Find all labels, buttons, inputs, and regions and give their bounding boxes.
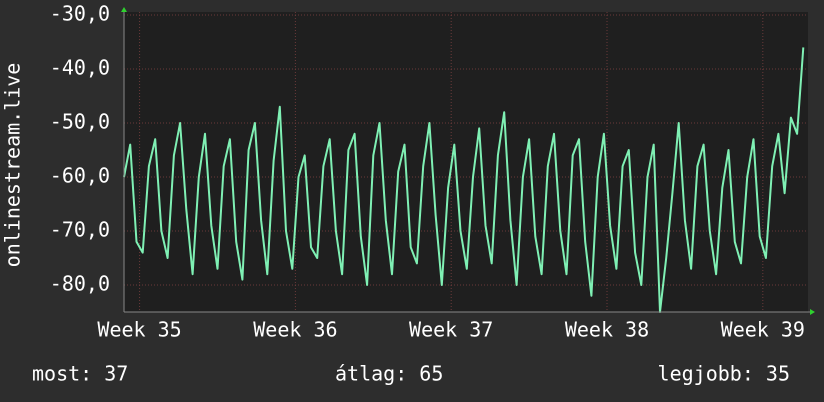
y-tick-label: -80,0: [50, 272, 110, 296]
y-arrow: [121, 7, 127, 12]
x-tick-label: Week 36: [253, 318, 337, 342]
y-tick-label: -70,0: [50, 218, 110, 242]
y-tick-label: -30,0: [50, 2, 110, 26]
y-tick-label: -50,0: [50, 110, 110, 134]
footer-average: átlag: 65: [335, 362, 443, 386]
y-tick-label: -60,0: [50, 164, 110, 188]
x-tick-label: Week 35: [97, 318, 181, 342]
data-line: [123, 47, 805, 313]
footer-current: most: 37: [32, 362, 128, 386]
x-arrow: [810, 309, 815, 315]
x-tick-label: Week 37: [409, 318, 493, 342]
y-tick-label: -40,0: [50, 56, 110, 80]
y-axis-label: onlinestream.live: [1, 63, 25, 268]
footer-best: legjobb: 35: [658, 362, 790, 386]
x-tick-label: Week 38: [565, 318, 649, 342]
x-tick-label: Week 39: [721, 318, 805, 342]
